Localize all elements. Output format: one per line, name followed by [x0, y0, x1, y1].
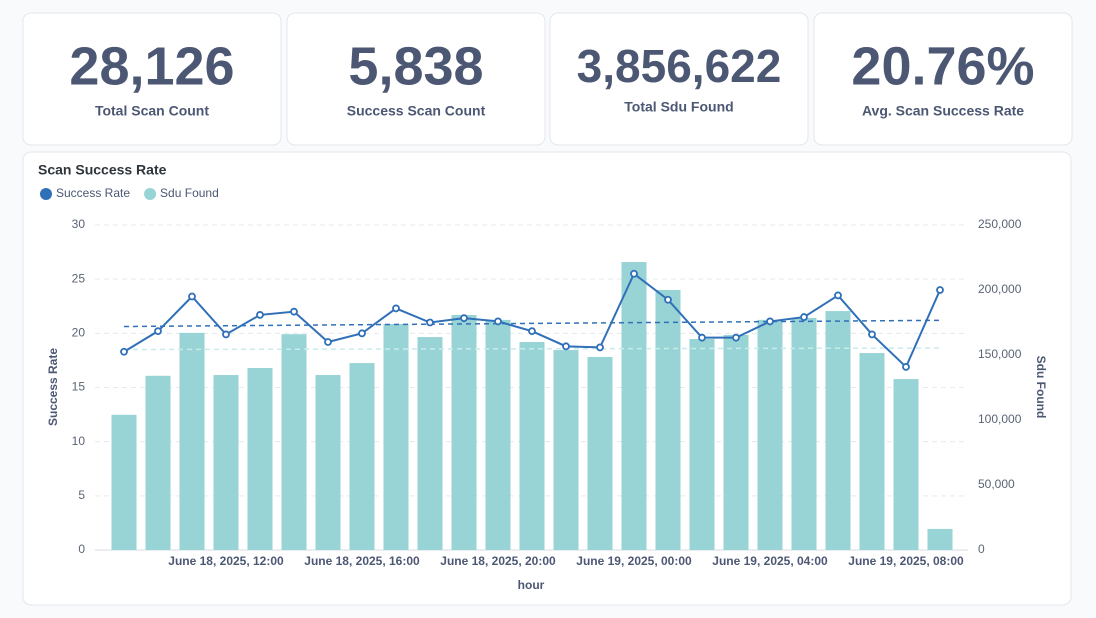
- x-axis-title: hour: [518, 578, 545, 592]
- y2-axis-title: Sdu Found: [1034, 356, 1048, 419]
- bar: [723, 334, 749, 550]
- kpi-label: Total Sdu Found: [624, 99, 733, 115]
- legend-swatch: [144, 188, 157, 200]
- bar: [927, 528, 953, 550]
- y2-tick-label: 200,000: [978, 282, 1022, 296]
- y-tick-label: 5: [78, 488, 85, 502]
- kpi-card: [549, 12, 809, 146]
- kpi-value: 5,838: [348, 36, 483, 96]
- point: [256, 311, 264, 319]
- point: [766, 317, 774, 326]
- kpi-label: Success Scan Count: [347, 103, 486, 119]
- bar: [791, 317, 817, 550]
- y2-tick-label: 250,000: [978, 217, 1022, 231]
- point: [324, 338, 332, 346]
- bar: [417, 337, 443, 550]
- bar: [553, 350, 579, 550]
- y-tick-label: 10: [72, 434, 86, 448]
- point: [834, 291, 842, 300]
- point: [426, 318, 434, 327]
- x-tick-label: June 18, 2025, 12:00: [168, 554, 284, 568]
- bar: [145, 375, 171, 550]
- bar: [893, 379, 919, 550]
- point: [392, 304, 400, 313]
- point: [868, 330, 876, 339]
- point: [120, 347, 128, 356]
- x-tick-label: June 18, 2025, 20:00: [440, 554, 556, 568]
- point: [290, 307, 298, 316]
- trend-line: [123, 319, 941, 328]
- bar: [825, 311, 851, 550]
- bar: [519, 342, 545, 550]
- legend-label: Sdu Found: [160, 186, 219, 200]
- point: [698, 333, 706, 342]
- y2-tick-label: 50,000: [978, 477, 1015, 491]
- y2-tick-label: 0: [978, 542, 985, 556]
- kpi-label: Avg. Scan Success Rate: [862, 103, 1024, 119]
- point: [358, 329, 366, 338]
- kpi-label: Total Scan Count: [95, 103, 209, 119]
- bar: [281, 334, 307, 550]
- bar: [451, 314, 477, 550]
- x-tick-label: June 19, 2025, 04:00: [712, 554, 828, 568]
- kpi-card: [813, 12, 1073, 146]
- kpi-card: [286, 12, 546, 146]
- point: [936, 286, 944, 294]
- x-tick-label: June 18, 2025, 16:00: [304, 554, 420, 568]
- bar: [111, 414, 137, 550]
- y-tick-label: 20: [72, 326, 86, 340]
- y-tick-label: 15: [72, 380, 86, 394]
- point: [732, 333, 740, 342]
- bar: [757, 319, 783, 550]
- point: [630, 269, 638, 278]
- kpi-card: [22, 12, 282, 146]
- chart-title: Scan Success Rate: [38, 162, 167, 178]
- point: [902, 363, 910, 371]
- trend-line: [123, 347, 941, 351]
- bar: [655, 290, 681, 550]
- bar: [349, 363, 375, 550]
- y-axis-title: Success Rate: [46, 348, 60, 426]
- legend-label: Success Rate: [56, 186, 130, 200]
- legend-swatch: [40, 188, 52, 200]
- bar: [621, 262, 647, 550]
- bar: [247, 368, 273, 550]
- x-tick-label: June 19, 2025, 00:00: [576, 554, 692, 568]
- point: [494, 317, 502, 326]
- x-tick-label: June 19, 2025, 08:00: [848, 554, 964, 568]
- bar: [179, 332, 205, 550]
- bar: [859, 353, 885, 550]
- point: [596, 343, 604, 352]
- bar: [587, 356, 613, 550]
- y2-tick-label: 100,000: [978, 412, 1022, 426]
- bar: [383, 324, 409, 550]
- y-tick-label: 25: [72, 271, 86, 285]
- point: [800, 313, 808, 321]
- y-tick-label: 30: [72, 217, 86, 231]
- bar: [213, 375, 239, 550]
- kpi-value: 20.76%: [851, 36, 1034, 96]
- point: [460, 314, 468, 323]
- point: [222, 330, 230, 339]
- point: [664, 295, 672, 304]
- bar: [689, 339, 715, 550]
- point: [528, 327, 536, 336]
- kpi-value: 3,856,622: [577, 40, 782, 92]
- y-tick-label: 0: [78, 542, 85, 556]
- y2-tick-label: 150,000: [978, 347, 1022, 361]
- point: [562, 342, 570, 351]
- kpi-value: 28,126: [69, 36, 234, 96]
- point: [188, 292, 196, 301]
- bar: [485, 319, 511, 550]
- bar: [315, 375, 341, 550]
- point: [154, 327, 162, 336]
